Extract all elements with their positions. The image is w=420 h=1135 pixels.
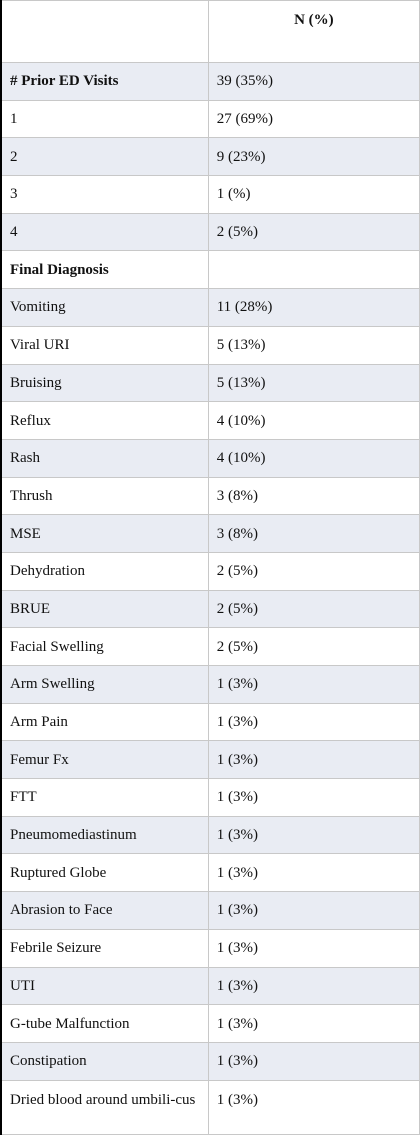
row-label: MSE — [0, 514, 209, 553]
table-row: 1 27 (69%) — [0, 99, 420, 139]
table-row: Pneumomediastinum 1 (3%) — [0, 815, 420, 855]
row-label: G-tube Malfunction — [0, 1004, 209, 1043]
row-label: Arm Pain — [0, 702, 209, 742]
table-row: Bruising 5 (13%) — [0, 363, 420, 403]
table-row: BRUE 2 (5%) — [0, 589, 420, 629]
table-row: Abrasion to Face 1 (3%) — [0, 891, 420, 930]
row-value: 1 (3%) — [207, 1004, 420, 1043]
table-row: G-tube Malfunction 1 (3%) — [0, 1004, 420, 1043]
row-value: 11 (28%) — [207, 288, 420, 327]
table-row: Thrush 3 (8%) — [0, 476, 420, 516]
table-row: Final Diagnosis — [0, 250, 420, 290]
row-value: 1 (3%) — [207, 702, 420, 742]
row-label: UTI — [0, 966, 209, 1006]
row-value: 3 (8%) — [207, 514, 420, 553]
table-row: Vomiting 11 (28%) — [0, 288, 420, 327]
row-label: Constipation — [0, 1041, 209, 1081]
row-value: 1 (3%) — [207, 815, 420, 855]
row-label: 2 — [0, 137, 209, 177]
row-label: Abrasion to Face — [0, 891, 209, 930]
table-row: Dried blood around umbili-cus 1 (3%) — [0, 1079, 420, 1135]
row-value: 1 (%) — [207, 175, 420, 214]
row-label: Final Diagnosis — [0, 250, 209, 290]
row-label: # Prior ED Visits — [0, 62, 209, 101]
table-row: Arm Swelling 1 (3%) — [0, 665, 420, 704]
table-row: Rash 4 (10%) — [0, 438, 420, 478]
row-label: Reflux — [0, 401, 209, 440]
row-value: 2 (5%) — [207, 589, 420, 629]
row-label: Thrush — [0, 476, 209, 516]
row-value — [207, 250, 420, 290]
row-value: 1 (3%) — [207, 853, 420, 893]
table-row: UTI 1 (3%) — [0, 966, 420, 1006]
table-row: Dehydration 2 (5%) — [0, 551, 420, 591]
table-row: FTT 1 (3%) — [0, 778, 420, 817]
table-row: Arm Pain 1 (3%) — [0, 702, 420, 742]
row-value: 5 (13%) — [207, 363, 420, 403]
row-value: 1 (3%) — [207, 778, 420, 817]
row-value: 1 (3%) — [207, 1079, 420, 1135]
row-label: Dehydration — [0, 551, 209, 591]
row-label: Viral URI — [0, 325, 209, 365]
row-value: 2 (5%) — [207, 212, 420, 252]
row-label: Bruising — [0, 363, 209, 403]
row-label: Ruptured Globe — [0, 853, 209, 893]
row-label: Dried blood around umbili-cus — [0, 1079, 209, 1135]
row-label: FTT — [0, 778, 209, 817]
table-row: Femur Fx 1 (3%) — [0, 740, 420, 780]
row-label: BRUE — [0, 589, 209, 629]
row-label: 1 — [0, 99, 209, 139]
row-value: 39 (35%) — [207, 62, 420, 101]
row-value: 3 (8%) — [207, 476, 420, 516]
header-cell: N (%) — [207, 0, 420, 63]
row-value: 4 (10%) — [207, 438, 420, 478]
row-value: 1 (3%) — [207, 928, 420, 968]
row-value: 1 (3%) — [207, 891, 420, 930]
row-value: 1 (3%) — [207, 740, 420, 780]
row-label: Pneumomediastinum — [0, 815, 209, 855]
table-row: Reflux 4 (10%) — [0, 401, 420, 440]
table-row: Ruptured Globe 1 (3%) — [0, 853, 420, 893]
row-value: 5 (13%) — [207, 325, 420, 365]
row-value: 2 (5%) — [207, 627, 420, 666]
row-value: 9 (23%) — [207, 137, 420, 177]
row-value: 1 (3%) — [207, 1041, 420, 1081]
row-value: 1 (3%) — [207, 966, 420, 1006]
table-row: Viral URI 5 (13%) — [0, 325, 420, 365]
row-label: 4 — [0, 212, 209, 252]
row-label: Arm Swelling — [0, 665, 209, 704]
row-label: Facial Swelling — [0, 627, 209, 666]
row-label: Rash — [0, 438, 209, 478]
row-value: 2 (5%) — [207, 551, 420, 591]
table-row: Febrile Seizure 1 (3%) — [0, 928, 420, 968]
row-label: Vomiting — [0, 288, 209, 327]
table-row: Facial Swelling 2 (5%) — [0, 627, 420, 666]
row-value: 1 (3%) — [207, 665, 420, 704]
row-value: 4 (10%) — [207, 401, 420, 440]
row-label: 3 — [0, 175, 209, 214]
table-row: # Prior ED Visits 39 (35%) — [0, 62, 420, 101]
row-label: Femur Fx — [0, 740, 209, 780]
table-row: MSE 3 (8%) — [0, 514, 420, 553]
header-row: N (%) — [0, 0, 420, 63]
header-cell — [0, 0, 209, 63]
row-value: 27 (69%) — [207, 99, 420, 139]
table-row: Constipation 1 (3%) — [0, 1041, 420, 1081]
row-label: Febrile Seizure — [0, 928, 209, 968]
